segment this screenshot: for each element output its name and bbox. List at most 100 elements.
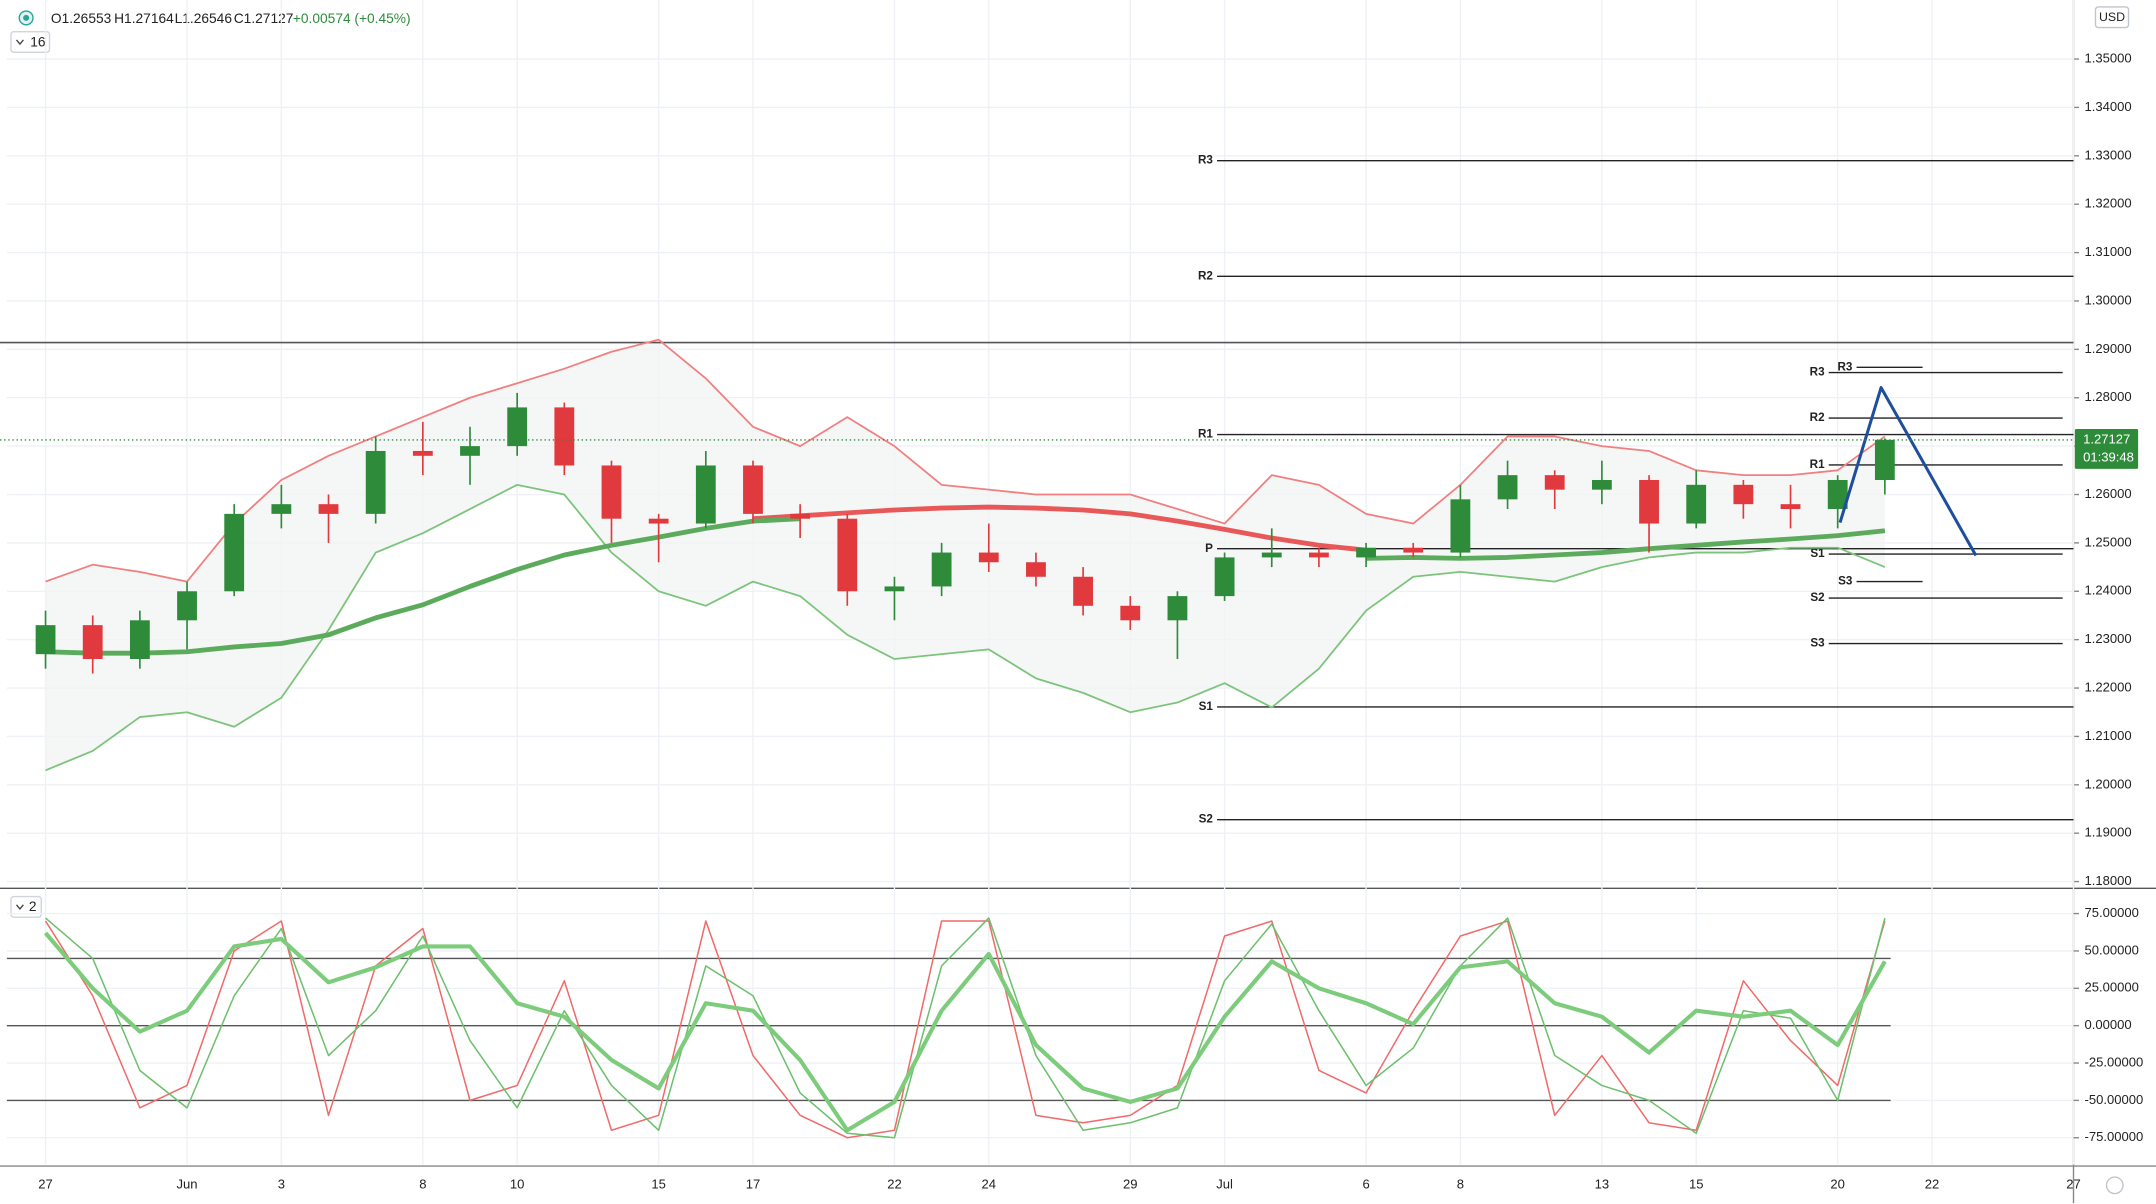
candle-body [1261, 552, 1282, 558]
currency-label: USD [2099, 10, 2125, 24]
x-tick-label: 20 [1830, 1177, 1845, 1192]
candle-body [1591, 479, 1612, 490]
candle-body [554, 407, 575, 466]
candle-body [884, 586, 905, 592]
osc-badge[interactable]: 2 [10, 895, 42, 918]
pivot-label: R2 [1198, 269, 1213, 282]
candle-body [412, 450, 433, 456]
candle-body [1356, 547, 1376, 558]
candle-body [1120, 605, 1141, 621]
y-tick-label: 1.20000 [2085, 776, 2132, 791]
interval-badge-box[interactable] [10, 30, 51, 53]
candle-body [271, 504, 292, 514]
moving-average [45, 516, 1886, 656]
candle-body [1309, 552, 1329, 558]
candle-body [1780, 504, 1801, 510]
x-tick-label: 6 [1362, 1177, 1369, 1192]
x-tick-label: 17 [746, 1177, 761, 1192]
y-tick-label: 1.32000 [2085, 196, 2132, 211]
y-tick-label: 50.00000 [2085, 942, 2139, 957]
status-dot-core [23, 14, 30, 21]
candle-body [1733, 484, 1754, 505]
candle-body [507, 407, 528, 447]
candle-body [1686, 484, 1707, 524]
candle-body [82, 625, 103, 660]
interval-badge[interactable]: 16 [10, 30, 51, 53]
last-price-label: 1.27127 [2083, 431, 2130, 446]
candle-body [1639, 479, 1659, 524]
y-tick-label: 1.26000 [2085, 486, 2132, 501]
x-tick-label: 22 [1925, 1177, 1940, 1192]
osc-badge-box[interactable] [10, 895, 42, 918]
x-tick-label: 8 [419, 1177, 426, 1192]
y-tick-label: 1.19000 [2085, 825, 2132, 840]
legend-low: L1.26546 [175, 11, 233, 26]
candle-body [1874, 439, 1895, 480]
y-tick-label: 1.25000 [2085, 534, 2132, 549]
currency-box[interactable] [2094, 6, 2130, 29]
pivot-label: R1 [1810, 458, 1825, 471]
y-tick-label: -25.00000 [2085, 1054, 2144, 1069]
candle-body [1026, 562, 1046, 577]
candle-body [460, 446, 480, 456]
pivot-label: S1 [1199, 700, 1214, 713]
y-tick-label: 75.00000 [2085, 905, 2139, 920]
pivot-label: S2 [1199, 813, 1214, 826]
x-tick-label: 8 [1457, 1177, 1464, 1192]
candle-body [1214, 557, 1235, 597]
x-tick-label: 22 [887, 1177, 902, 1192]
candle-body [790, 513, 811, 519]
pivot-label: S2 [1810, 591, 1825, 604]
countdown-label: 01:39:48 [2083, 449, 2134, 464]
osc-interval-label: 2 [29, 899, 37, 914]
chevron [15, 904, 24, 910]
y-tick-label: -75.00000 [2085, 1129, 2144, 1144]
pivot-label: R3 [1810, 366, 1825, 379]
x-tick-label: 27 [2066, 1177, 2081, 1192]
pivot-label: S3 [1810, 637, 1825, 650]
band-line [45, 338, 1886, 583]
currency-button[interactable]: USD [2094, 6, 2130, 29]
candle-body [224, 513, 245, 592]
legend: O1.26553 H1.27164 L1.26546 C1.27127 +0.0… [51, 11, 411, 26]
pivot-label: S1 [1810, 547, 1825, 560]
candle-body [177, 591, 197, 621]
band-fill [45, 339, 1885, 771]
x-tick-label: 15 [1689, 1177, 1704, 1192]
auto-scale-button[interactable] [2105, 1176, 2124, 1195]
candle-body [978, 552, 999, 563]
y-tick-label: 1.35000 [2085, 51, 2132, 66]
pivot-label: R1 [1198, 428, 1213, 441]
legend-change: +0.00574 (+0.45%) [293, 11, 411, 26]
candle-body [1167, 596, 1188, 621]
y-tick-label: 1.33000 [2085, 147, 2132, 162]
x-tick-label: 27 [38, 1177, 53, 1192]
x-tick-label: 10 [510, 1177, 525, 1192]
pivot-label: R2 [1810, 411, 1825, 424]
x-tick-label: Jun [177, 1177, 198, 1192]
oscillator-main [43, 931, 1887, 1133]
y-tick-label: 1.34000 [2085, 99, 2132, 114]
y-tick-label: 1.24000 [2085, 583, 2132, 598]
y-tick-label: 1.31000 [2085, 244, 2132, 259]
pivot-label: R3 [1838, 360, 1853, 373]
band-line [45, 483, 1886, 772]
x-tick-label: 13 [1595, 1177, 1610, 1192]
pivot-label: S3 [1838, 575, 1853, 588]
y-tick-label: 1.29000 [2085, 341, 2132, 356]
candle-body [1450, 499, 1471, 553]
candle-body [1827, 479, 1848, 510]
candle-body [1073, 576, 1094, 606]
pivot-label: R3 [1198, 154, 1213, 167]
x-tick-label: 3 [278, 1177, 285, 1192]
legend-high: H1.27164 [114, 11, 174, 26]
x-tick-label: 29 [1123, 1177, 1138, 1192]
candle-body [1497, 475, 1518, 500]
y-tick-label: 1.28000 [2085, 389, 2132, 404]
legend-close: C1.27127 [234, 11, 294, 26]
y-tick-label: 1.18000 [2085, 873, 2132, 888]
chevron [15, 39, 24, 46]
